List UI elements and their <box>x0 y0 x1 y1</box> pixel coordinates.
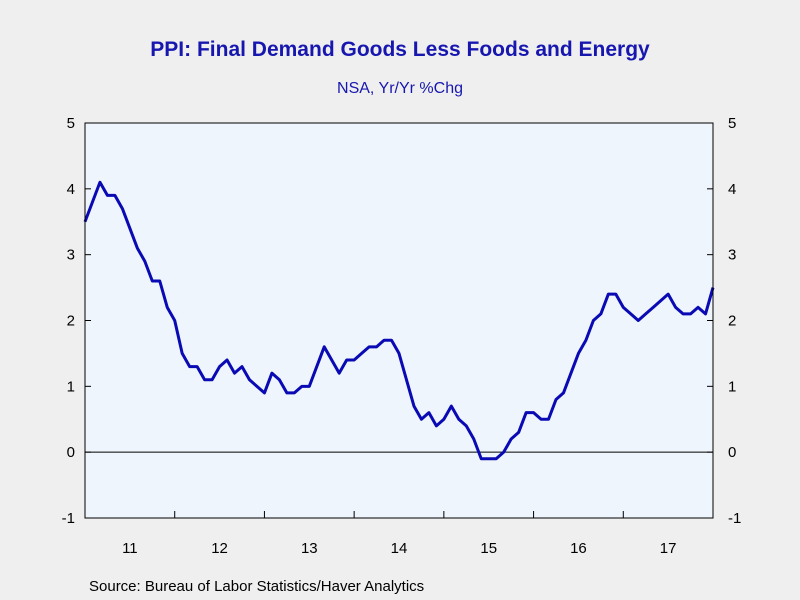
axis-labels: -1 -10 01 12 23 34 45 511 12 13 14 15 16 17 <box>62 115 742 557</box>
y-tick-label-left: 4 <box>67 181 75 198</box>
y-tick-label-right: 0 <box>728 444 736 461</box>
y-tick-label-left: 0 <box>67 444 75 461</box>
y-tick-label-right: 3 <box>728 247 736 264</box>
plot-area <box>85 123 713 518</box>
series-line <box>83 180 715 461</box>
chart-subtitle: NSA, Yr/Yr %Chg <box>337 80 463 97</box>
y-tick-label-left: 1 <box>67 378 75 395</box>
x-tick-label: 14 <box>391 540 408 557</box>
x-tick-label: 17 <box>660 540 677 557</box>
y-tick-label-left: -1 <box>62 510 75 527</box>
x-tick-label: 12 <box>211 540 228 557</box>
x-tick-label: 16 <box>570 540 587 557</box>
y-tick-label-left: 2 <box>67 313 75 330</box>
y-tick-label-right: 2 <box>728 313 736 330</box>
y-tick-label-right: 1 <box>728 378 736 395</box>
x-tick-label: 15 <box>480 540 497 557</box>
x-tick-label: 11 <box>122 540 138 557</box>
y-tick-label-right: 4 <box>728 181 736 198</box>
chart-title: PPI: Final Demand Goods Less Foods and E… <box>150 38 650 61</box>
y-tick-label-right: -1 <box>728 510 741 527</box>
y-tick-label-left: 3 <box>67 247 75 264</box>
plot-frame <box>84 122 714 519</box>
y-tick-label-left: 5 <box>67 115 75 132</box>
y-tick-label-right: 5 <box>728 115 736 132</box>
source-note: Source: Bureau of Labor Statistics/Haver… <box>89 578 425 595</box>
x-tick-label: 13 <box>301 540 318 557</box>
